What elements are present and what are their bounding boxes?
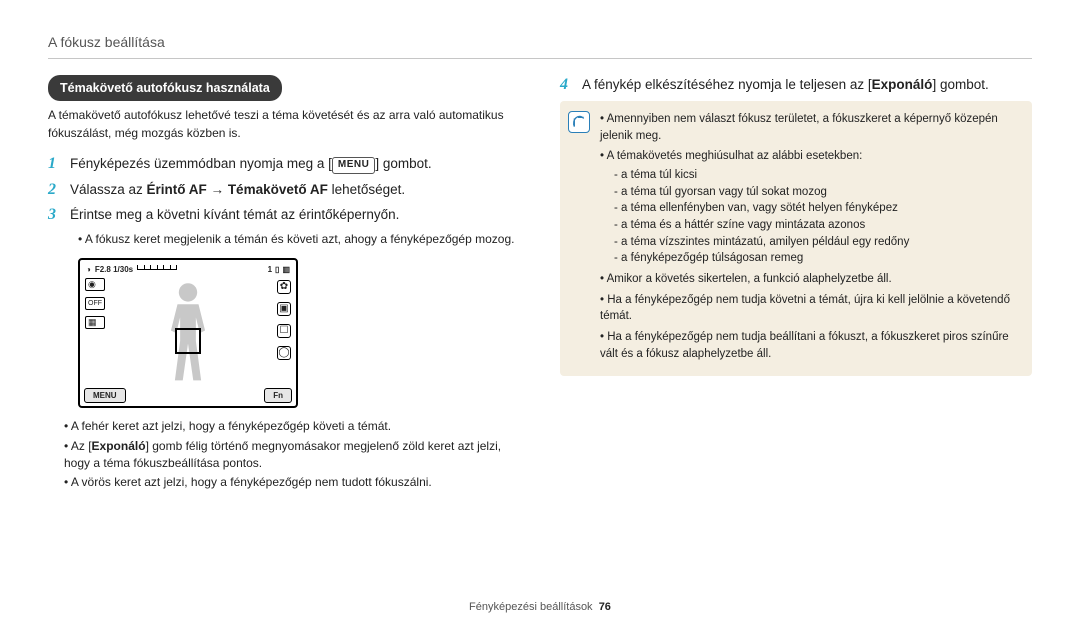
metering-icon: ▦	[85, 316, 105, 329]
legend-item: A vörös keret azt jelzi, hogy a fényképe…	[64, 474, 520, 491]
legend-item: Az [Exponáló] gomb félig történő megnyom…	[64, 438, 520, 473]
shots-remaining: 1	[268, 264, 272, 276]
note-subitem: a téma túl kicsi	[614, 167, 1020, 184]
sd-card-icon: ▯	[275, 264, 279, 276]
note-subitem: a téma vízszintes mintázatú, amilyen pél…	[614, 234, 1020, 251]
lcd-screen: ◑ F2.8 1/30s 1 ▯ ▥ ◉ OFF ▦ ✿	[78, 258, 298, 408]
off-icon: OFF	[85, 297, 105, 310]
lcd-top-bar: ◑ F2.8 1/30s 1 ▯ ▥	[86, 264, 290, 276]
focus-frame-icon	[175, 328, 201, 354]
camera-lcd-preview: ◑ F2.8 1/30s 1 ▯ ▥ ◉ OFF ▦ ✿	[78, 258, 520, 408]
step-3-subbullet: A fókusz keret megjelenik a témán és köv…	[48, 231, 520, 248]
step-3: 3 Érintse meg a követni kívánt témát az …	[48, 205, 520, 225]
note-subitem: a téma és a háttér színe vagy mintázata …	[614, 217, 1020, 234]
intro-text: A témakövető autofókusz lehetővé teszi a…	[48, 107, 520, 142]
two-column-layout: Témakövető autofókusz használata A témak…	[48, 75, 1032, 502]
drive-mode-icon: ◉	[85, 278, 105, 291]
step-text: Érintse meg a követni kívánt témát az ér…	[70, 205, 520, 225]
quality-icon: ◯	[277, 346, 291, 360]
step-text-pre: Fényképezés üzemmódban nyomja meg a [	[70, 156, 332, 171]
step-text: Válassza az Érintő AF → Témakövető AF le…	[70, 180, 520, 200]
page-footer: Fényképezési beállítások 76	[0, 600, 1080, 616]
page-number: 76	[599, 601, 611, 613]
note-list: Amennyiben nem választ fókusz területet,…	[600, 111, 1020, 362]
note-subitem: a téma túl gyorsan vagy túl sokat mozog	[614, 184, 1020, 201]
mode-dial-icon: ◑	[86, 264, 91, 276]
note-item: Ha a fényképezőgép nem tudja beállítani …	[600, 329, 1020, 362]
step-text-post: ] gombot.	[375, 156, 431, 171]
step-text: Fényképezés üzemmódban nyomja meg a [MEN…	[70, 154, 520, 174]
step-1: 1 Fényképezés üzemmódban nyomja meg a [M…	[48, 154, 520, 174]
step-number: 4	[560, 75, 574, 95]
divider	[48, 58, 1032, 59]
lcd-fn-button: Fn	[264, 388, 292, 404]
lcd-left-icons: ◉ OFF ▦	[85, 278, 105, 329]
lcd-menu-button: MENU	[84, 388, 126, 404]
step-number: 1	[48, 154, 62, 174]
note-icon	[568, 111, 590, 133]
note-item: Amennyiben nem választ fókusz területet,…	[600, 111, 1020, 144]
menu-button-chip: MENU	[332, 157, 375, 174]
info-note-box: Amennyiben nem választ fókusz területet,…	[560, 101, 1032, 376]
lcd-right-icons: ✿ ▣ ☐ ◯	[277, 280, 291, 360]
note-item: Ha a fényképezőgép nem tudja követni a t…	[600, 292, 1020, 325]
section-heading-pill: Témakövető autofókusz használata	[48, 75, 282, 101]
frame-color-legend: A fehér keret azt jelzi, hogy a fényképe…	[48, 418, 520, 492]
note-subitem: a fényképezőgép túlságosan remeg	[614, 250, 1020, 267]
sub-bullet: A fókusz keret megjelenik a témán és köv…	[78, 231, 520, 248]
flash-icon: ✿	[277, 280, 291, 294]
battery-icon: ▥	[282, 264, 290, 276]
note-item: A témakövetés meghiúsulhat az alábbi ese…	[600, 148, 1020, 267]
legend-item: A fehér keret azt jelzi, hogy a fényképe…	[64, 418, 520, 435]
step-4: 4 A fénykép elkészítéséhez nyomja le tel…	[560, 75, 1032, 95]
footer-label: Fényképezési beállítások	[469, 601, 593, 613]
step-text: A fénykép elkészítéséhez nyomja le telje…	[582, 75, 1032, 95]
page-section-title: A fókusz beállítása	[48, 32, 1032, 52]
exposure-readout: F2.8 1/30s	[95, 264, 133, 276]
step-number: 2	[48, 180, 62, 200]
step-2: 2 Válassza az Érintő AF → Témakövető AF …	[48, 180, 520, 200]
left-column: Témakövető autofókusz használata A témak…	[48, 75, 520, 502]
ev-scale-icon	[137, 266, 177, 274]
right-column: 4 A fénykép elkészítéséhez nyomja le tel…	[560, 75, 1032, 502]
image-size-icon: ☐	[277, 324, 291, 338]
step-number: 3	[48, 205, 62, 225]
note-item: Amikor a követés sikertelen, a funkció a…	[600, 271, 1020, 288]
lcd-bottom-bar: MENU Fn	[84, 388, 292, 404]
focus-mode-icon: ▣	[277, 302, 291, 316]
note-subitem: a téma ellenfényben van, vagy sötét hely…	[614, 200, 1020, 217]
